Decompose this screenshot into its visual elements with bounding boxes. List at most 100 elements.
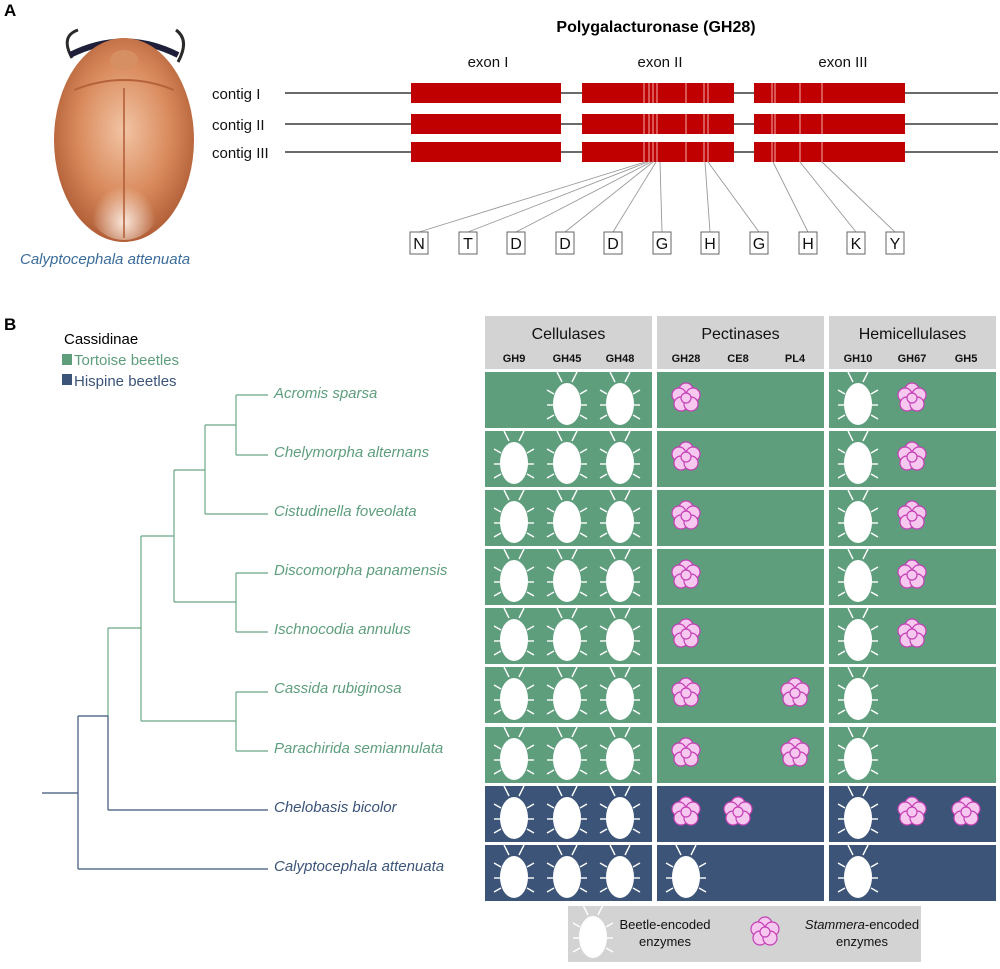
exon-block-c1-e1 bbox=[411, 83, 561, 103]
beetle-enzyme-icon-r6-c7 bbox=[837, 666, 879, 720]
taxon-label-8: Chelobasis bicolor bbox=[274, 799, 398, 816]
residue-box-2 bbox=[458, 231, 478, 255]
exon-block-c1-e3 bbox=[754, 83, 905, 103]
group-header-title-1: Cellulases bbox=[532, 326, 606, 343]
residue-label-9: H bbox=[802, 236, 814, 253]
exon-block-c3-e3 bbox=[754, 142, 905, 162]
stammera-enzyme-icon-r3-c4 bbox=[671, 500, 701, 530]
stammera-enzyme-icon-r1-c8 bbox=[897, 382, 927, 412]
beetle-enzyme-icon-r1-c7 bbox=[837, 371, 879, 425]
contig-label-1: contig I bbox=[212, 86, 260, 103]
beetle-enzyme-icon-r8-c2 bbox=[546, 785, 588, 839]
beetle-enzyme-icon-r7-c1 bbox=[493, 726, 535, 780]
beetle-enzyme-icon-r3-c2 bbox=[546, 489, 588, 543]
residue-box-6 bbox=[652, 231, 672, 255]
beetle-enzyme-icon-r2-c2 bbox=[546, 430, 588, 484]
group-header-bg-2 bbox=[657, 316, 824, 369]
beetle-enzyme-icon-r5-c2 bbox=[546, 607, 588, 661]
panel-a-letter: A bbox=[4, 1, 16, 20]
key-stammera-rest: -encoded bbox=[865, 917, 919, 932]
beetle-enzyme-icon-r4-c3 bbox=[599, 548, 641, 602]
enzyme-column-gh9: GH9 bbox=[503, 353, 526, 365]
beetle-enzyme-icon-r9-c2 bbox=[546, 844, 588, 898]
stammera-enzyme-icon-r7-c4 bbox=[671, 737, 701, 767]
residue-connector-7 bbox=[704, 161, 711, 233]
residue-box-11 bbox=[885, 231, 905, 255]
residue-label-6: G bbox=[656, 236, 668, 253]
beetle-enzyme-icon-r9-c3 bbox=[599, 844, 641, 898]
key-stammera-glyph bbox=[750, 916, 780, 946]
residue-box-1 bbox=[409, 231, 429, 255]
symbol-key: Beetle-encoded enzymes Stammera-encoded … bbox=[568, 904, 921, 962]
exon-block-c2-e1 bbox=[411, 114, 561, 134]
group-header-bg-1 bbox=[485, 316, 652, 369]
stammera-enzyme-icon-r2-c4 bbox=[671, 441, 701, 471]
beetle-enzyme-icon-r2-c3 bbox=[599, 430, 641, 484]
residue-connector-8 bbox=[707, 161, 760, 233]
residue-label-3: D bbox=[510, 236, 522, 253]
beetle-enzyme-icon-r2-c7 bbox=[837, 430, 879, 484]
enzyme-column-gh10: GH10 bbox=[844, 353, 873, 365]
exon-block-c2-e2 bbox=[582, 114, 734, 134]
stammera-enzyme-icon-r1-c4 bbox=[671, 382, 701, 412]
beetle-enzyme-icon-r8-c7 bbox=[837, 785, 879, 839]
beetle-enzyme-icon-r7-c3 bbox=[599, 726, 641, 780]
exon-block-c3-e2 bbox=[582, 142, 734, 162]
residue-connector-6 bbox=[659, 161, 663, 233]
residue-connector-11 bbox=[821, 161, 896, 233]
residue-box-7 bbox=[700, 231, 720, 255]
legend-label-hispine: Hispine beetles bbox=[74, 373, 177, 390]
beetle-photo bbox=[54, 28, 194, 242]
stammera-enzyme-icon-r3-c8 bbox=[897, 500, 927, 530]
legend-swatch-tortoise bbox=[62, 354, 72, 365]
group-header-title-2: Pectinases bbox=[701, 326, 779, 343]
taxon-label-2: Chelymorpha alternans bbox=[274, 444, 430, 461]
residue-box-9 bbox=[798, 231, 818, 255]
contig-label-3: contig III bbox=[212, 145, 269, 162]
gene-title: Polygalacturonase (GH28) bbox=[556, 19, 755, 36]
residue-connector-10 bbox=[799, 161, 857, 233]
taxon-label-3: Cistudinella foveolata bbox=[274, 503, 417, 520]
residue-connector-4 bbox=[564, 161, 654, 233]
beetle-enzyme-icon-r5-c3 bbox=[599, 607, 641, 661]
beetle-enzyme-icon-r5-c7 bbox=[837, 607, 879, 661]
key-beetle-line1: Beetle-encoded bbox=[619, 917, 710, 932]
key-stammera-italic: Stammera bbox=[805, 917, 865, 932]
taxon-label-4: Discomorpha panamensis bbox=[274, 562, 448, 579]
beetle-enzyme-icon-r2-c1 bbox=[493, 430, 535, 484]
beetle-enzyme-icon-r3-c3 bbox=[599, 489, 641, 543]
beetle-enzyme-icon-r6-c3 bbox=[599, 666, 641, 720]
residue-box-4 bbox=[555, 231, 575, 255]
taxon-label-6: Cassida rubiginosa bbox=[274, 680, 402, 697]
residue-label-1: N bbox=[413, 236, 425, 253]
stammera-enzyme-icon-r5-c4 bbox=[671, 618, 701, 648]
residue-label-4: D bbox=[559, 236, 571, 253]
beetle-enzyme-icon-r5-c1 bbox=[493, 607, 535, 661]
beetle-enzyme-icon-r3-c1 bbox=[493, 489, 535, 543]
beetle-enzyme-icon-r6-c1 bbox=[493, 666, 535, 720]
stammera-enzyme-icon-r6-c4 bbox=[671, 677, 701, 707]
residue-label-7: H bbox=[704, 236, 716, 253]
key-beetle-glyph bbox=[572, 904, 614, 958]
beetle-enzyme-icon-r7-c7 bbox=[837, 726, 879, 780]
taxon-label-7: Parachirida semiannulata bbox=[274, 740, 443, 757]
beetle-enzyme-icon-r9-c7 bbox=[837, 844, 879, 898]
exon-block-c3-e1 bbox=[411, 142, 561, 162]
residue-label-8: G bbox=[753, 236, 765, 253]
residue-box-3 bbox=[506, 231, 526, 255]
taxon-label-5: Ischnocodia annulus bbox=[274, 621, 411, 638]
enzyme-column-gh45: GH45 bbox=[553, 353, 582, 365]
taxon-label-1: Acromis sparsa bbox=[273, 385, 377, 402]
stammera-enzyme-icon-r8-c5 bbox=[723, 796, 753, 826]
exon-block-c2-e3 bbox=[754, 114, 905, 134]
legend-label-tortoise: Tortoise beetles bbox=[74, 352, 179, 369]
key-stammera-icon bbox=[750, 916, 780, 946]
residue-box-5 bbox=[603, 231, 623, 255]
key-stammera-line2: enzymes bbox=[836, 934, 889, 949]
residue-connector-2 bbox=[467, 161, 649, 233]
legend-title: Cassidinae bbox=[64, 331, 138, 348]
beetle-enzyme-icon-r8-c3 bbox=[599, 785, 641, 839]
beetle-enzyme-icon-r4-c1 bbox=[493, 548, 535, 602]
beetle-enzyme-icon-r8-c1 bbox=[493, 785, 535, 839]
